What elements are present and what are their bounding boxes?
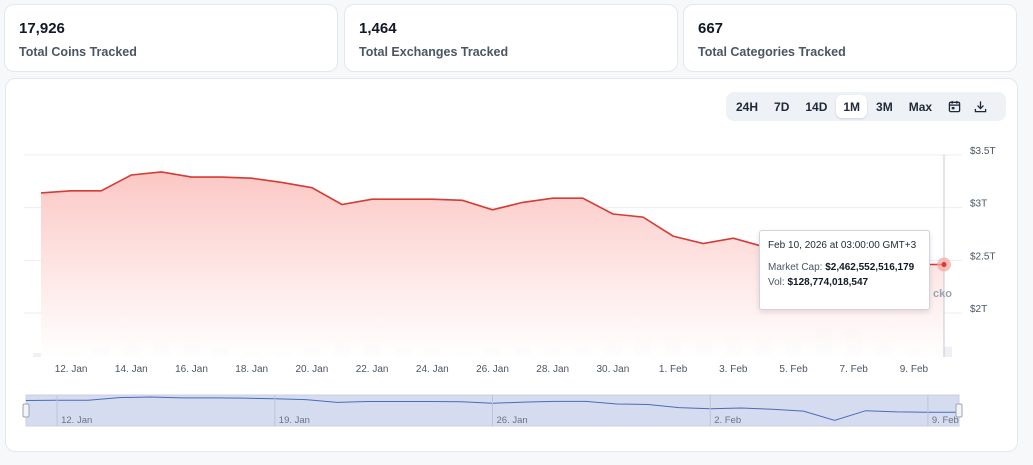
stat-label: Total Categories Tracked [698, 45, 846, 59]
x-tick-label: 16. Jan [175, 364, 208, 375]
x-tick-label: 28. Jan [536, 364, 569, 375]
x-tick-label: 20. Jan [295, 364, 328, 375]
navigator-tick-label: 19. Jan [279, 415, 310, 426]
x-tick-label: 30. Jan [596, 364, 629, 375]
tooltip-date: Feb 10, 2026 at 03:00:00 GMT+3 [768, 240, 917, 251]
navigator-tick-label: 12. Jan [61, 415, 92, 426]
stat-card-exchanges: 1,464 Total Exchanges Tracked [344, 4, 678, 72]
watermark: cko [933, 288, 952, 300]
tooltip-market-cap: Market Cap: $2,462,552,516,179 [768, 262, 929, 273]
y-tick-label: $3.5T [970, 146, 996, 157]
x-tick-label: 22. Jan [356, 364, 389, 375]
range-button-max[interactable]: Max [908, 99, 933, 114]
tooltip-volume-label: Vol: [768, 277, 785, 288]
tooltip-market-cap-label: Market Cap: [768, 262, 823, 273]
range-button-3m[interactable]: 3M [876, 99, 893, 114]
y-tick-label: $2T [970, 304, 987, 315]
download-icon[interactable] [967, 95, 993, 118]
stat-value: 1,464 [359, 20, 397, 37]
chart-tooltip: Feb 10, 2026 at 03:00:00 GMT+3 Market Ca… [759, 230, 930, 310]
stat-label: Total Coins Tracked [19, 45, 137, 59]
stat-value: 667 [698, 20, 724, 37]
market-cap-chart-card: $2T $2.5T $3T $3.5T 12. Jan 14. Jan 16. Jan 18.… [5, 78, 1018, 452]
navigator-left-handle[interactable] [22, 403, 30, 418]
navigator-right-handle[interactable] [955, 403, 963, 418]
y-tick-label: $2.5T [970, 251, 996, 262]
range-button-1m[interactable]: 1M [836, 95, 868, 118]
tooltip-volume-value: $128,774,018,547 [787, 277, 869, 288]
tooltip-market-cap-value: $2,462,552,516,179 [825, 262, 915, 273]
stat-card-coins: 17,926 Total Coins Tracked [4, 4, 338, 72]
x-tick-label: 7. Feb [840, 364, 869, 375]
range-button-24h[interactable]: 24H [736, 99, 759, 114]
range-button-7d[interactable]: 7D [774, 99, 790, 114]
x-tick-label: 1. Feb [659, 364, 688, 375]
tooltip-volume: Vol: $128,774,018,547 [768, 277, 929, 288]
navigator-tick-label: 26. Jan [497, 415, 528, 426]
x-tick-label: 12. Jan [55, 364, 88, 375]
range-button-14d[interactable]: 14D [805, 99, 828, 114]
x-tick-label: 14. Jan [115, 364, 148, 375]
stat-card-categories: 667 Total Categories Tracked [683, 4, 1017, 72]
y-tick-label: $3T [970, 199, 987, 210]
navigator-tick-label: 2. Feb [714, 415, 741, 426]
stat-value: 17,926 [19, 20, 65, 37]
hover-point [941, 262, 947, 268]
time-range-toolbar: 24H 7D 14D 1M 3M Max [726, 92, 1006, 121]
x-tick-label: 24. Jan [416, 364, 449, 375]
x-tick-label: 5. Feb [779, 364, 808, 375]
navigator-tick-label: 9. Feb [932, 415, 959, 426]
x-tick-label: 26. Jan [476, 364, 509, 375]
stat-label: Total Exchanges Tracked [359, 45, 509, 59]
x-tick-label: 18. Jan [235, 364, 268, 375]
x-tick-label: 9. Feb [900, 364, 929, 375]
x-tick-label: 3. Feb [719, 364, 748, 375]
market-cap-area [41, 171, 944, 357]
calendar-icon[interactable] [941, 95, 967, 118]
